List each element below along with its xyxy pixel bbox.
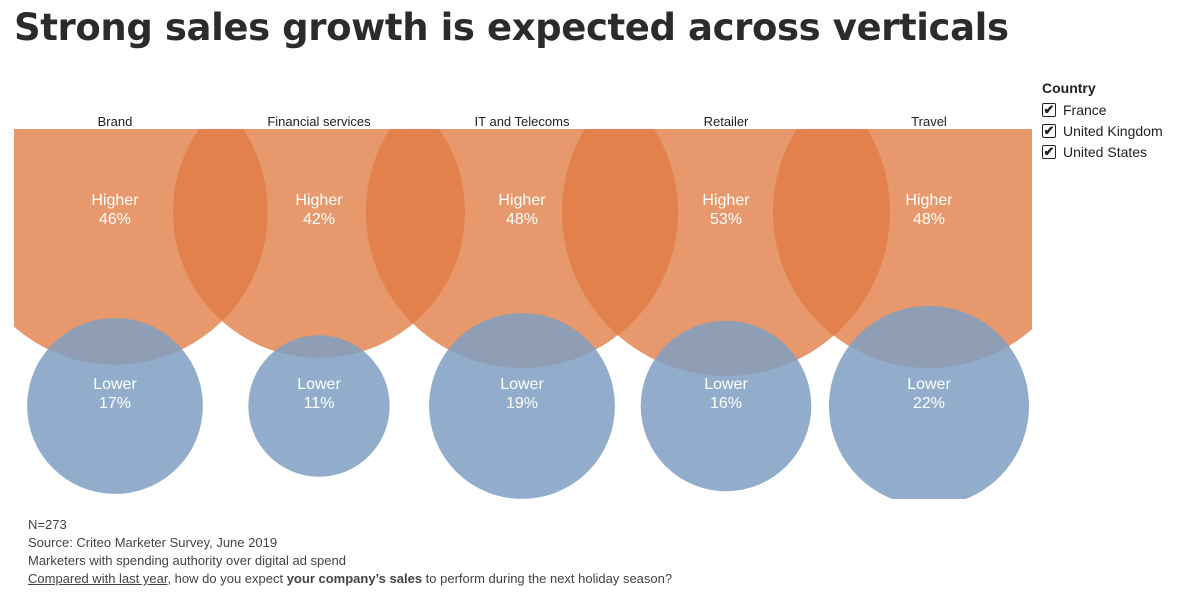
series-label-higher-financial-services: Higher xyxy=(295,192,343,209)
question-part1: , how do you expect xyxy=(167,571,287,586)
value-label-higher-brand: 46% xyxy=(99,211,131,228)
value-label-higher-it-and-telecoms: 48% xyxy=(506,211,538,228)
bubble-lower-travel[interactable] xyxy=(829,306,1029,506)
value-label-lower-financial-services: 11% xyxy=(304,395,335,412)
bubble-higher-travel[interactable] xyxy=(772,56,1040,369)
category-label-it-and-telecoms: IT and Telecoms xyxy=(475,114,570,129)
survey-question: Compared with last year, how do you expe… xyxy=(28,570,672,588)
checkbox-united-kingdom[interactable]: ✔ xyxy=(1042,123,1056,138)
bubbles-layer xyxy=(14,56,1040,506)
sample-size: N=273 xyxy=(28,517,67,532)
question-part2: to perform during the next holiday seaso… xyxy=(422,571,673,586)
legend-item-united-states[interactable]: ✔ United States xyxy=(1042,141,1163,162)
value-labels: Higher 46% Lower 17% Higher 42% Lower 11% Higher… xyxy=(91,192,953,412)
legend-item-united-kingdom[interactable]: ✔ United Kingdom xyxy=(1042,120,1163,141)
footer-notes: N=273 Source: Criteo Marketer Survey, Ju… xyxy=(28,516,672,588)
value-label-higher-retailer: 53% xyxy=(710,211,742,228)
bubble-lower-brand[interactable] xyxy=(27,318,203,494)
series-label-lower-financial-services: Lower xyxy=(297,376,341,393)
series-label-higher-brand: Higher xyxy=(91,192,139,209)
chart-title: Strong sales growth is expected across v… xyxy=(14,6,1009,49)
value-label-lower-retailer: 16% xyxy=(710,395,742,412)
category-labels: Brand Financial services IT and Telecoms Re… xyxy=(98,114,947,129)
series-label-higher-retailer: Higher xyxy=(702,192,750,209)
series-label-lower-it-and-telecoms: Lower xyxy=(500,376,544,393)
series-label-higher-it-and-telecoms: Higher xyxy=(498,192,546,209)
checkbox-france[interactable]: ✔ xyxy=(1042,102,1056,117)
legend-label-united-kingdom: United Kingdom xyxy=(1063,122,1163,139)
category-label-financial-services: Financial services xyxy=(267,114,371,129)
legend-label-france: France xyxy=(1063,101,1107,118)
bubble-lower-retailer[interactable] xyxy=(640,320,812,492)
series-label-lower-brand: Lower xyxy=(93,376,137,393)
series-label-lower-travel: Lower xyxy=(907,376,951,393)
series-label-lower-retailer: Lower xyxy=(704,376,748,393)
series-label-higher-travel: Higher xyxy=(905,192,953,209)
audience-note: Marketers with spending authority over d… xyxy=(28,553,346,568)
legend: Country ✔ France ✔ United Kingdom ✔ Unit… xyxy=(1042,80,1163,162)
bubble-chart: Brand Financial services IT and Telecoms Re… xyxy=(14,56,1040,506)
checkbox-united-states[interactable]: ✔ xyxy=(1042,144,1056,159)
category-label-travel: Travel xyxy=(911,114,947,129)
category-label-retailer: Retailer xyxy=(704,114,749,129)
legend-item-france[interactable]: ✔ France xyxy=(1042,99,1163,120)
bubble-lower-it-and-telecoms[interactable] xyxy=(429,313,615,499)
value-label-lower-brand: 17% xyxy=(99,395,131,412)
value-label-lower-it-and-telecoms: 19% xyxy=(506,395,538,412)
source-note: Source: Criteo Marketer Survey, June 201… xyxy=(28,535,278,550)
value-label-lower-travel: 22% xyxy=(913,395,945,412)
legend-label-united-states: United States xyxy=(1063,143,1148,160)
bubble-lower-financial-services[interactable] xyxy=(248,335,390,477)
category-label-brand: Brand xyxy=(98,114,133,129)
value-label-higher-financial-services: 42% xyxy=(303,211,335,228)
value-label-higher-travel: 48% xyxy=(913,211,945,228)
legend-title: Country xyxy=(1042,80,1096,96)
question-bold: your company’s sales xyxy=(286,571,423,586)
question-underlined: Compared with last year xyxy=(28,571,168,586)
